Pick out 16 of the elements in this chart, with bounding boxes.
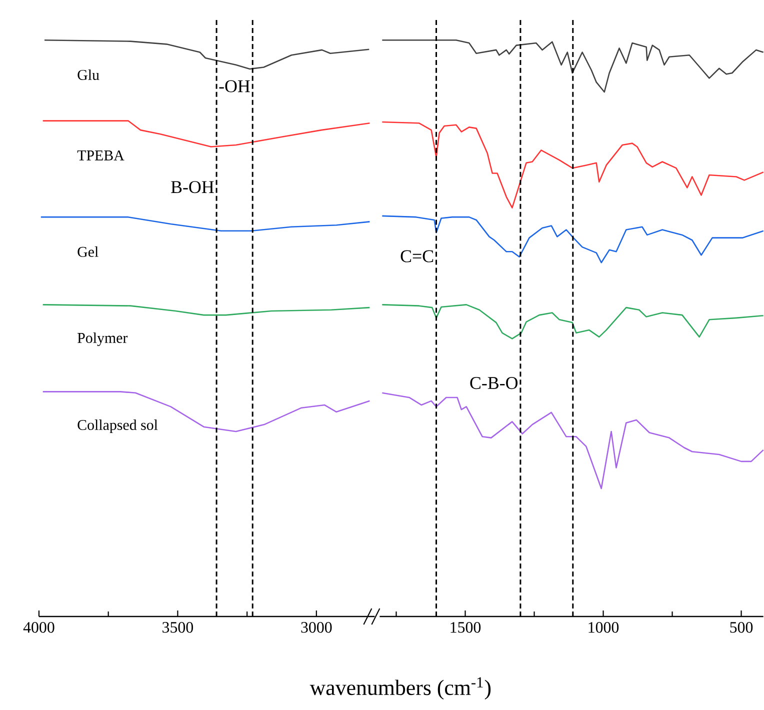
x-tick-label: 4000 bbox=[23, 622, 54, 633]
ref-line-label: C=C bbox=[400, 250, 434, 262]
x-tick-label: 500 bbox=[730, 622, 753, 633]
ref-line-label: B-OH bbox=[171, 180, 214, 193]
ref-line-label: -OH bbox=[219, 80, 250, 92]
x-tick-label: 3500 bbox=[162, 622, 194, 633]
ref-line-label: C-B-O bbox=[470, 376, 518, 389]
series-label: Polymer bbox=[78, 332, 128, 346]
series-label: Gel bbox=[78, 246, 98, 257]
series-label: Collapsed sol bbox=[78, 419, 158, 433]
x-tick-label: 1500 bbox=[450, 622, 481, 633]
x-axis-title: wavenumbers (cm$^{-1}$) bbox=[310, 677, 491, 700]
x-tick-label: 1000 bbox=[588, 622, 619, 633]
series-label: Glu bbox=[78, 69, 100, 80]
series-label: TPEBA bbox=[77, 150, 124, 160]
x-tick-label: 3000 bbox=[301, 622, 332, 633]
